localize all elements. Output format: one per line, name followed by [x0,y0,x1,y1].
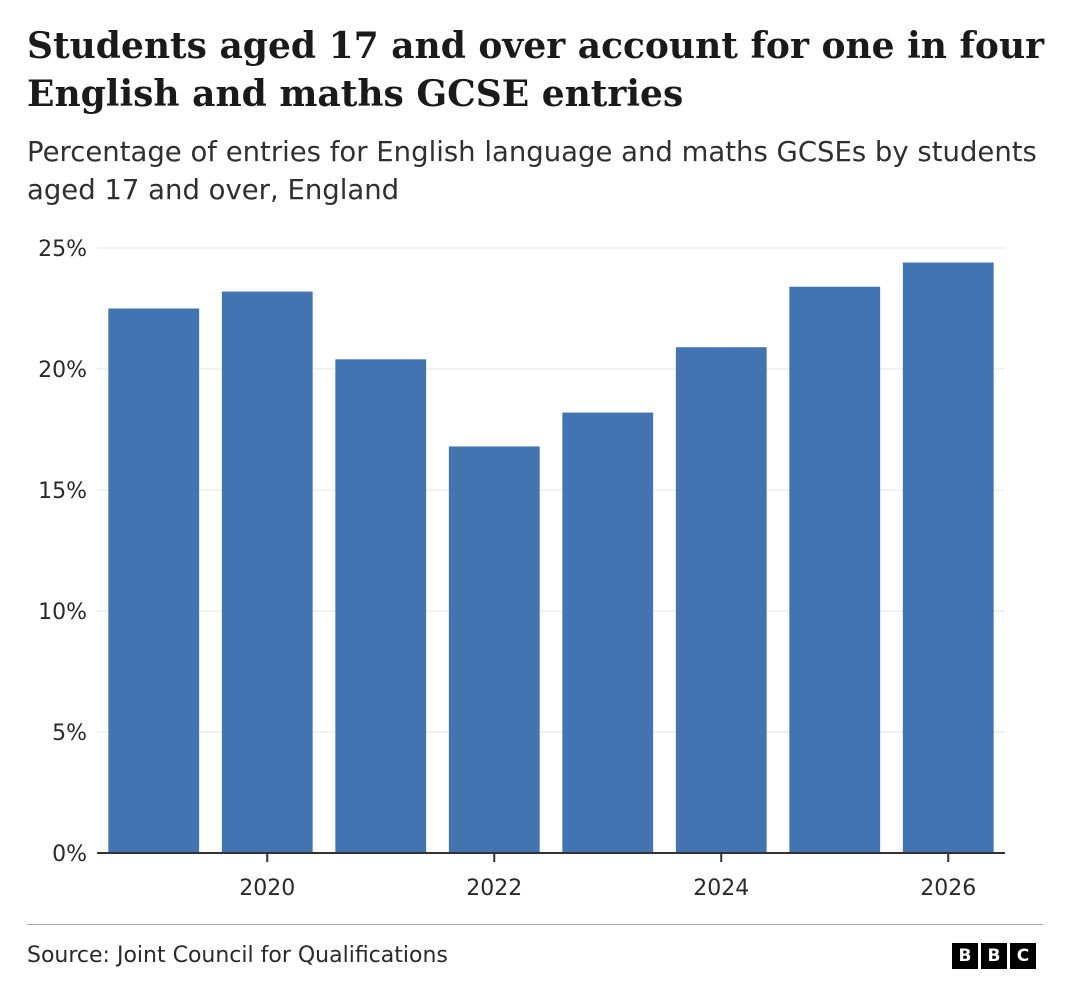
x-tick-label: 2020 [239,876,295,901]
y-tick-label: 20% [38,358,87,383]
bar [902,262,994,853]
bar [562,412,654,853]
x-tick-label: 2022 [466,876,522,901]
x-tick-label: 2024 [693,876,749,901]
footer-divider [27,924,1043,925]
y-tick-label: 25% [38,237,87,262]
bar [448,446,540,853]
bar-chart: 0% 5% 10% 15% 20% 25% 2020 2022 2024 2026 [38,237,1005,901]
bar [675,347,767,853]
bbc-logo-letter: C [1010,943,1036,969]
source-note: Source: Joint Council for Qualifications [27,943,448,968]
y-tick-label: 10% [38,600,87,625]
bbc-logo-letter: B [981,943,1007,969]
bar [335,359,427,853]
y-tick-label: 5% [52,721,87,746]
y-tick-label: 15% [38,479,87,504]
bar [108,308,200,853]
y-tick-label: 0% [52,842,87,867]
bar [789,286,881,854]
x-tick-label: 2026 [920,876,976,901]
chart-subtitle: Percentage of entries for English langua… [27,136,1037,206]
bbc-logo-letter: B [952,943,978,969]
bar [221,291,313,853]
chart-title: Students aged 17 and over account for on… [27,25,1045,115]
bbc-logo: B B C [952,943,1036,969]
